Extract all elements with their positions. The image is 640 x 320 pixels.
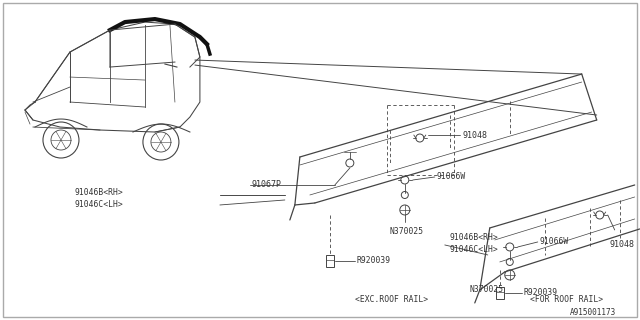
- Bar: [326, 255, 334, 267]
- Text: 91048: 91048: [463, 131, 488, 140]
- Text: 91067P: 91067P: [252, 180, 282, 189]
- Text: 91046B<RH>: 91046B<RH>: [450, 234, 499, 243]
- Text: 91046B<RH>: 91046B<RH>: [75, 188, 124, 197]
- Text: 91066W: 91066W: [540, 237, 569, 246]
- Text: <FOR ROOF RAIL>: <FOR ROOF RAIL>: [530, 295, 603, 304]
- Text: A915001173: A915001173: [570, 308, 616, 317]
- Text: 91046C<LH>: 91046C<LH>: [75, 200, 124, 210]
- Text: R920039: R920039: [357, 256, 391, 266]
- Bar: [496, 287, 504, 299]
- Text: 91048: 91048: [610, 240, 635, 250]
- Text: 91066W: 91066W: [436, 172, 466, 181]
- Text: 91046C<LH>: 91046C<LH>: [450, 245, 499, 254]
- Text: N370025: N370025: [470, 285, 504, 294]
- Text: R920039: R920039: [524, 288, 558, 297]
- Text: <EXC.ROOF RAIL>: <EXC.ROOF RAIL>: [355, 295, 428, 304]
- Text: N370025: N370025: [390, 228, 424, 236]
